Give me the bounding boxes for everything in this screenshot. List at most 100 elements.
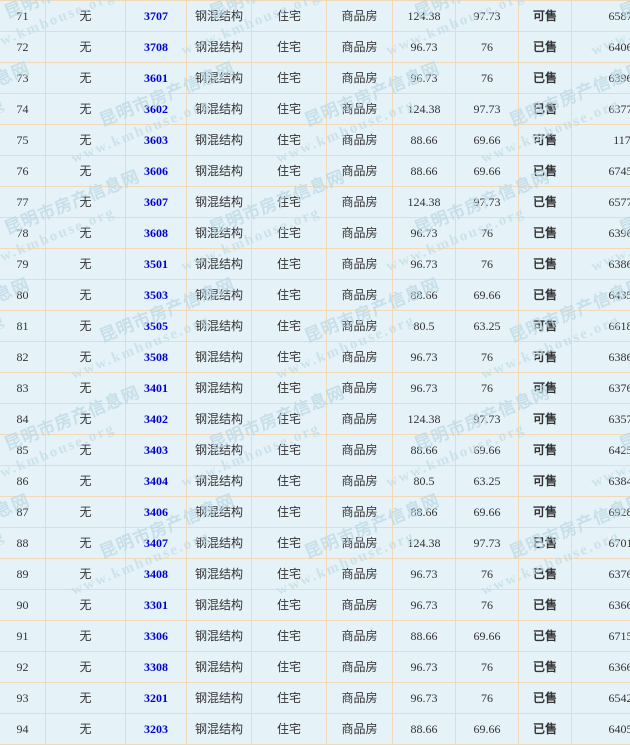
room-number-link[interactable]: 3602 [144,102,168,116]
table-row[interactable]: 87无3406钢混结构住宅商品房88.6669.66可售6928.5461428… [0,497,630,528]
room-number-link[interactable]: 3505 [144,319,168,333]
room-number-link[interactable]: 3603 [144,133,168,147]
build-area-cell: 88.66 [393,280,456,311]
table-row[interactable]: 74无3602钢混结构住宅商品房124.3897.73已售6377.077931… [0,94,630,125]
note-cell: 无 [46,63,126,94]
note-cell: 无 [46,1,126,32]
property-type-cell: 商品房 [327,683,393,714]
room-number-cell[interactable]: 3308 [126,652,187,683]
room-number-link[interactable]: 3402 [144,412,168,426]
room-number-cell[interactable]: 3301 [126,590,187,621]
room-number-cell[interactable]: 3403 [126,435,187,466]
room-number-link[interactable]: 3407 [144,536,168,550]
table-row[interactable]: 71无3707钢混结构住宅商品房124.3897.73可售6587.078193… [0,1,630,32]
inner-area-cell: 97.73 [456,1,519,32]
inner-area-cell: 69.66 [456,497,519,528]
table-row[interactable]: 77无3607钢混结构住宅商品房124.3897.73已售6577.078180… [0,187,630,218]
room-number-link[interactable]: 3306 [144,629,168,643]
status-badge: 可售 [519,497,572,528]
table-row[interactable]: 94无3203钢混结构住宅商品房88.6669.66已售6405.5256791… [0,714,630,745]
room-number-cell[interactable]: 3408 [126,559,187,590]
room-number-cell[interactable]: 3708 [126,32,187,63]
table-row[interactable]: 84无3402钢混结构住宅商品房124.3897.73可售6357.087906… [0,404,630,435]
inner-area-cell: 76 [456,342,519,373]
room-number-cell[interactable]: 3505 [126,311,187,342]
property-type-cell: 商品房 [327,342,393,373]
room-number-link[interactable]: 3708 [144,40,168,54]
room-number-link[interactable]: 3201 [144,691,168,705]
room-number-cell[interactable]: 3401 [126,373,187,404]
usage-cell: 住宅 [252,590,327,621]
row-index-cell: 78 [0,218,46,249]
room-number-cell[interactable]: 3603 [126,125,187,156]
structure-cell: 钢混结构 [187,94,252,125]
room-number-link[interactable]: 3607 [144,195,168,209]
room-number-link[interactable]: 3408 [144,567,168,581]
room-number-link[interactable]: 3403 [144,443,168,457]
unit-price-cell: 6396.58 [572,63,630,94]
row-index-cell: 90 [0,590,46,621]
note-cell: 无 [46,280,126,311]
room-number-cell[interactable]: 3404 [126,466,187,497]
room-number-cell[interactable]: 3607 [126,187,187,218]
table-row[interactable]: 80无3503钢混结构住宅商品房88.6669.66已售6435.5157057… [0,280,630,311]
row-index-cell: 84 [0,404,46,435]
table-row[interactable]: 76无3606钢混结构住宅商品房88.6669.66已售6745.5159805… [0,156,630,187]
room-number-link[interactable]: 3401 [144,381,168,395]
property-type-cell: 商品房 [327,714,393,745]
room-number-cell[interactable]: 3501 [126,249,187,280]
row-index-cell: 94 [0,714,46,745]
room-number-cell[interactable]: 3707 [126,1,187,32]
room-number-cell[interactable]: 3602 [126,94,187,125]
room-number-cell[interactable]: 3406 [126,497,187,528]
room-number-link[interactable]: 3601 [144,71,168,85]
table-row[interactable]: 85无3403钢混结构住宅商品房88.6669.66可售6425.5156968… [0,435,630,466]
room-number-link[interactable]: 3707 [144,9,168,23]
note-cell: 无 [46,311,126,342]
room-number-link[interactable]: 3503 [144,288,168,302]
room-number-link[interactable]: 3308 [144,660,168,674]
property-type-cell: 商品房 [327,249,393,280]
room-number-cell[interactable]: 3402 [126,404,187,435]
unit-price-cell: 6376.57 [572,559,630,590]
inner-area-cell: 63.25 [456,466,519,497]
room-number-link[interactable]: 3404 [144,474,168,488]
structure-cell: 钢混结构 [187,714,252,745]
table-row[interactable]: 88无3407钢混结构住宅商品房124.3897.73已售6701.798335… [0,528,630,559]
usage-cell: 住宅 [252,621,327,652]
room-number-link[interactable]: 3406 [144,505,168,519]
room-number-link[interactable]: 3608 [144,226,168,240]
room-number-link[interactable]: 3508 [144,350,168,364]
room-number-cell[interactable]: 3601 [126,63,187,94]
inner-area-cell: 97.73 [456,528,519,559]
table-row[interactable]: 91无3306钢混结构住宅商品房88.6669.66已售6715.5159539… [0,621,630,652]
build-area-cell: 80.5 [393,311,456,342]
usage-cell: 住宅 [252,435,327,466]
room-number-cell[interactable]: 3606 [126,156,187,187]
room-number-cell[interactable]: 3306 [126,621,187,652]
room-number-cell[interactable]: 3201 [126,683,187,714]
room-number-cell[interactable]: 3407 [126,528,187,559]
room-number-link[interactable]: 3203 [144,722,168,736]
room-number-cell[interactable]: 3503 [126,280,187,311]
room-number-link[interactable]: 3606 [144,164,168,178]
row-index-cell: 79 [0,249,46,280]
room-number-cell[interactable]: 3203 [126,714,187,745]
room-number-cell[interactable]: 3508 [126,342,187,373]
room-number-link[interactable]: 3501 [144,257,168,271]
room-number-cell[interactable]: 3608 [126,218,187,249]
